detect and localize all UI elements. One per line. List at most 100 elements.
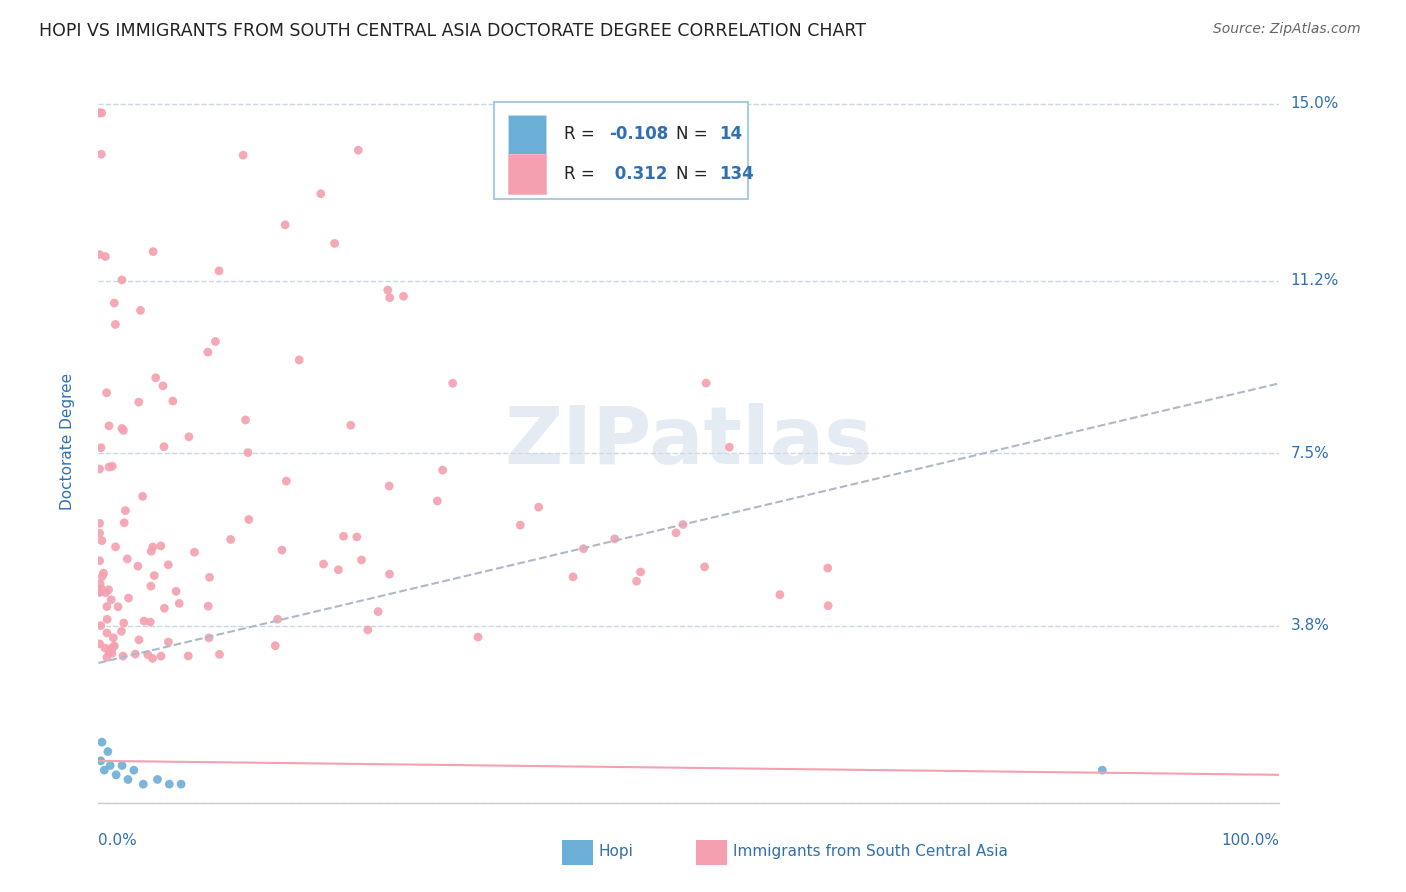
Point: [323, 236, 346, 251]
Point: [98, 460, 121, 475]
Point: [101, 646, 124, 660]
Point: [110, 624, 132, 639]
Point: [96, 650, 118, 665]
Point: [112, 516, 135, 530]
Point: [129, 303, 152, 318]
Point: [145, 370, 167, 384]
Point: [332, 529, 354, 543]
Point: [96, 612, 118, 626]
Point: [426, 494, 449, 508]
Point: [141, 651, 163, 665]
Point: [142, 540, 165, 554]
Point: [93, 566, 115, 581]
Point: [527, 500, 550, 515]
FancyBboxPatch shape: [508, 114, 546, 154]
Text: R =: R =: [564, 165, 600, 183]
Point: [89, 462, 111, 476]
Point: [718, 440, 741, 454]
Point: [89, 637, 111, 651]
Text: 0.312: 0.312: [609, 165, 666, 183]
Point: [392, 289, 415, 303]
Point: [122, 763, 145, 777]
FancyBboxPatch shape: [508, 154, 546, 194]
Point: [170, 777, 193, 791]
Point: [238, 512, 260, 526]
Point: [104, 318, 127, 332]
Point: [96, 385, 118, 400]
Text: 100.0%: 100.0%: [1222, 833, 1279, 848]
Point: [150, 649, 173, 664]
Point: [89, 576, 111, 591]
Point: [90, 147, 112, 161]
Point: [98, 758, 121, 772]
Point: [89, 585, 111, 599]
Point: [378, 567, 401, 582]
Point: [90, 106, 112, 120]
Point: [274, 218, 297, 232]
Text: Immigrants from South Central Asia: Immigrants from South Central Asia: [733, 845, 1008, 859]
Point: [817, 599, 839, 613]
Point: [90, 582, 112, 596]
FancyBboxPatch shape: [494, 102, 748, 200]
Point: [441, 376, 464, 391]
Point: [153, 440, 176, 454]
Point: [198, 570, 221, 584]
Text: N =: N =: [676, 165, 713, 183]
Point: [204, 334, 226, 349]
Point: [271, 543, 294, 558]
Point: [90, 754, 112, 768]
Point: [103, 296, 125, 310]
Point: [339, 418, 361, 433]
Text: 134: 134: [720, 165, 755, 183]
Point: [142, 244, 165, 259]
Point: [377, 283, 399, 297]
Point: [177, 648, 200, 663]
Text: HOPI VS IMMIGRANTS FROM SOUTH CENTRAL ASIA DOCTORATE DEGREE CORRELATION CHART: HOPI VS IMMIGRANTS FROM SOUTH CENTRAL AS…: [39, 22, 866, 40]
Point: [177, 430, 200, 444]
Point: [112, 423, 135, 437]
Point: [96, 626, 118, 640]
Point: [309, 186, 332, 201]
Point: [89, 516, 111, 531]
Point: [117, 591, 139, 605]
Text: R =: R =: [564, 126, 600, 144]
Point: [197, 345, 219, 359]
Point: [141, 544, 163, 558]
Point: [90, 533, 112, 548]
Point: [183, 545, 205, 559]
Point: [103, 631, 125, 645]
Point: [134, 614, 156, 628]
Point: [695, 376, 717, 390]
Text: Hopi: Hopi: [599, 845, 634, 859]
Point: [128, 395, 150, 409]
Point: [100, 592, 122, 607]
Point: [94, 586, 117, 600]
Point: [162, 394, 184, 409]
Point: [232, 148, 254, 162]
Point: [350, 553, 373, 567]
Point: [139, 579, 162, 593]
Point: [672, 517, 695, 532]
Text: Source: ZipAtlas.com: Source: ZipAtlas.com: [1213, 22, 1361, 37]
Point: [127, 559, 149, 574]
Point: [91, 569, 114, 583]
Point: [146, 772, 169, 787]
Point: [378, 291, 401, 305]
Point: [367, 605, 389, 619]
Point: [90, 441, 112, 455]
Point: [97, 582, 120, 597]
Point: [208, 648, 231, 662]
Point: [89, 247, 111, 261]
Point: [236, 445, 259, 459]
Point: [328, 563, 350, 577]
Point: [630, 565, 652, 579]
Point: [128, 632, 150, 647]
Text: 14: 14: [720, 126, 742, 144]
Point: [124, 647, 146, 661]
Point: [90, 618, 112, 632]
Y-axis label: Doctorate Degree: Doctorate Degree: [60, 373, 75, 510]
Point: [117, 772, 139, 787]
Point: [112, 615, 135, 630]
Point: [101, 459, 124, 474]
Text: 0.0%: 0.0%: [98, 833, 138, 848]
